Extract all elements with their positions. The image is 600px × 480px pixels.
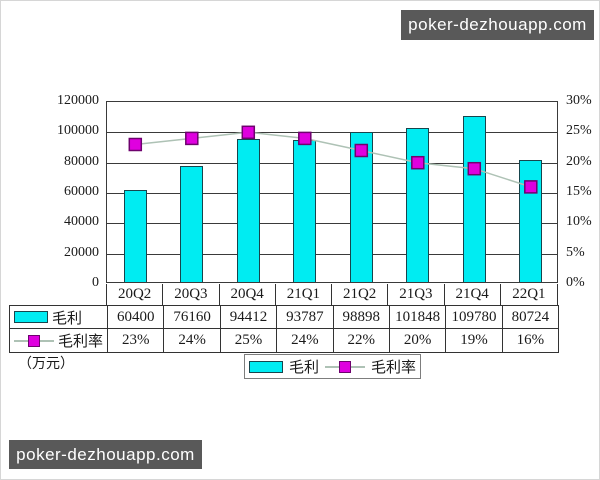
table-cell: 19%: [445, 329, 501, 352]
y-axis-left: 0 20000 40000 60000 80000 100000 120000: [21, 1, 99, 479]
x-axis-label: 22Q1: [512, 286, 546, 302]
axis-tick-label: 100000: [57, 123, 99, 139]
line-marker-swatch-icon: [14, 334, 54, 348]
series-label: 毛利率: [58, 334, 104, 350]
table-cell: 16%: [501, 329, 558, 352]
x-axis-label: 21Q1: [276, 284, 332, 305]
watermark-banner-top: poker-dezhouapp.com: [401, 10, 594, 40]
axis-tick-label: 20%: [566, 153, 592, 169]
table-cell: 20%: [388, 329, 445, 352]
table-cell: 24%: [276, 329, 332, 352]
line-marker: [128, 137, 143, 152]
line-marker: [298, 131, 312, 146]
watermark-banner-bottom: poker-dezhouapp.com: [9, 440, 202, 469]
table-cell: 94412: [219, 306, 276, 328]
axis-tick-label: 120000: [57, 93, 99, 108]
line-marker: [354, 143, 369, 158]
line-series: [128, 125, 538, 194]
table-cell: 76160: [163, 306, 219, 328]
legend-line-marker-icon: [325, 360, 365, 374]
table-cell: 24%: [163, 329, 219, 352]
table-cell: 25%: [219, 329, 276, 352]
axis-tick-label: 80000: [64, 153, 99, 169]
line-marker: [524, 180, 538, 194]
table-cell: 23%: [107, 329, 163, 352]
line-marker: [185, 131, 199, 146]
axis-tick-label: 60000: [64, 184, 99, 199]
x-axis-label: 21Q3: [388, 284, 445, 305]
axis-tick-label: 0: [92, 275, 99, 290]
axis-tick-label: 30%: [566, 93, 592, 108]
bar-swatch-icon: [14, 311, 48, 323]
x-axis-label: 20Q3: [163, 284, 220, 305]
line-marker: [467, 161, 482, 176]
table-row-gross-profit: 毛利 60400 76160 94412 93787 98898 101848 109780…: [10, 306, 558, 329]
bar: [123, 190, 147, 282]
line-marker: [411, 155, 425, 170]
table-cell: 22%: [332, 329, 389, 352]
gridline: [107, 253, 557, 255]
axis-tick-label: 15%: [566, 184, 592, 199]
bar: [462, 116, 486, 282]
table-cell: 109780: [445, 306, 501, 328]
series-label: 毛利: [52, 310, 83, 327]
x-axis-label: 20Q2: [107, 284, 164, 305]
unit-label: （万元）: [18, 357, 74, 372]
table-cell: 93787: [276, 306, 332, 328]
bar: [349, 132, 373, 282]
bar: [236, 139, 260, 282]
x-axis-label: 21Q2: [332, 284, 389, 305]
axis-tick-label: 20000: [64, 244, 99, 260]
line-marker: [241, 125, 256, 140]
axis-tick-label: 40000: [64, 214, 99, 230]
legend-bar-swatch-icon: [248, 360, 283, 373]
table-row-gross-margin: 毛利率 23% 24% 25% 24% 22% 20% 19% 16%: [10, 329, 558, 352]
axis-tick-label: 10%: [566, 214, 592, 230]
legend-label-gross-profit: 毛利: [288, 360, 319, 376]
axis-tick-label: 25%: [566, 123, 592, 139]
table-cell: 101848: [388, 306, 445, 328]
gridline: [107, 132, 557, 134]
x-axis-label: 21Q4: [445, 284, 501, 305]
x-axis-label: 20Q4: [220, 284, 276, 305]
legend-label-gross-margin: 毛利率: [371, 360, 417, 376]
table-cell: 60400: [107, 306, 163, 328]
data-table: 毛利 60400 76160 94412 93787 98898 101848 109780…: [9, 305, 559, 353]
gridline: [107, 193, 557, 194]
bar: [180, 166, 204, 282]
axis-tick-label: 5%: [566, 244, 585, 260]
table-key-gross-margin: 毛利率: [10, 329, 107, 352]
axis-tick-label: 0%: [566, 275, 585, 290]
x-axis-category-row: 20Q2 20Q3 20Q4 21Q1 21Q2 21Q3 21Q4 22Q1: [106, 284, 558, 305]
gridline: [107, 223, 557, 225]
table-cell: 98898: [332, 306, 389, 328]
table-cell: 80724: [501, 306, 558, 328]
legend: 毛利 毛利率: [244, 354, 421, 379]
table-key-gross-profit: 毛利: [10, 306, 107, 328]
gridline: [107, 162, 557, 164]
plot-area: [106, 101, 558, 283]
y-axis-right: 0% 5% 10% 15% 20% 25% 30%: [566, 1, 599, 479]
